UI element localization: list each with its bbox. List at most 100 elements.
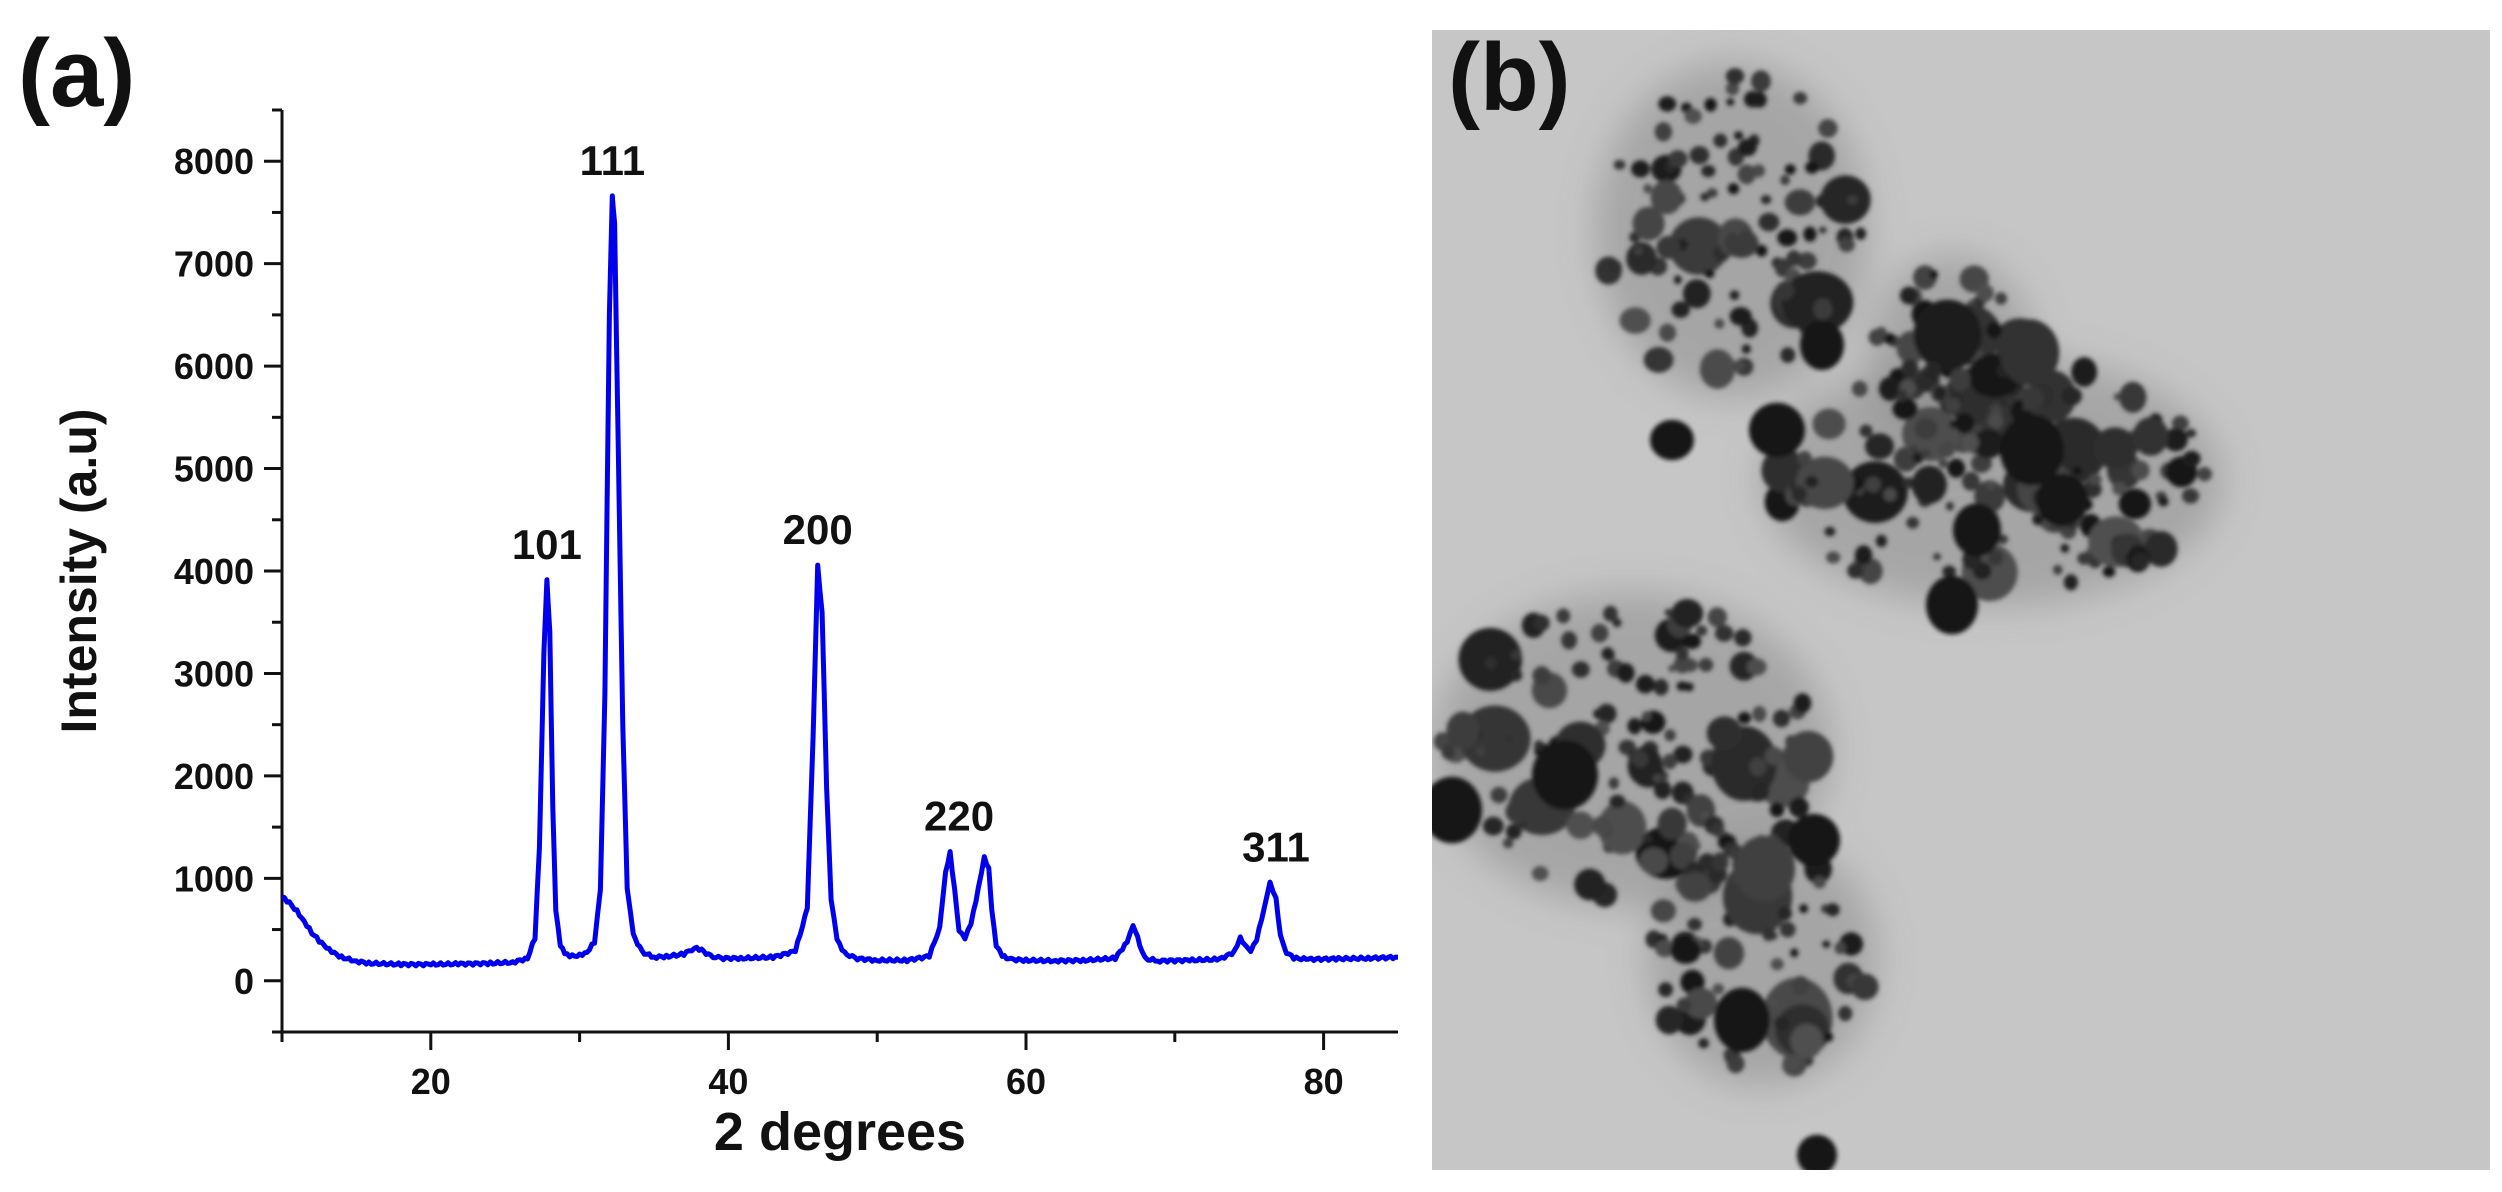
nanoparticle (2000, 414, 2064, 486)
nanoparticle (1913, 299, 1982, 371)
nanoparticle (1768, 999, 1779, 1008)
nanoparticle (1556, 608, 1571, 624)
nanoparticle (1671, 599, 1704, 628)
y-tick-label: 4000 (174, 551, 254, 592)
nanoparticle (1764, 746, 1784, 766)
nanoparticle (1911, 465, 1947, 504)
nanoparticle (1684, 108, 1702, 124)
nanoparticle (1784, 164, 1796, 175)
nanoparticle (1682, 633, 1702, 649)
nanoparticle (1566, 811, 1595, 840)
nanoparticle (1790, 948, 1799, 958)
nanoparticle (1673, 275, 1682, 285)
nanoparticle (2182, 450, 2201, 467)
nanoparticle (1791, 975, 1810, 995)
nanoparticle (1598, 801, 1647, 855)
nanoparticle (1783, 730, 1834, 783)
nanoparticle (1655, 1005, 1683, 1035)
nanoparticle (1751, 782, 1770, 801)
nanoparticle (1734, 835, 1795, 902)
nanoparticle (1926, 575, 1978, 635)
nanoparticle (1795, 456, 1854, 509)
nanoparticle (1633, 246, 1643, 255)
nanoparticle (1838, 237, 1855, 253)
nanoparticle (1777, 229, 1798, 247)
nanoparticle (1793, 91, 1808, 105)
nanoparticle (1714, 318, 1725, 329)
y-tick-label: 6000 (174, 346, 254, 387)
nanoparticle (1656, 235, 1681, 260)
nanoparticle (1704, 269, 1715, 279)
xrd-chart: 0 1000 2000 3000 4000 5000 6000 7000 8000 20 40 60 8… (51, 108, 1399, 1162)
nanoparticle (1650, 899, 1676, 923)
y-tick-label: 3000 (174, 653, 254, 694)
nanoparticle (2119, 381, 2147, 413)
nanoparticle (1643, 346, 1674, 373)
nanoparticle (1668, 664, 1677, 673)
nanoparticle (1657, 807, 1687, 840)
nanoparticle (1804, 475, 1819, 488)
nanoparticle (1954, 412, 1975, 434)
nanoparticle (1770, 958, 1784, 971)
nanoparticle (1762, 927, 1776, 941)
nanoparticle (1749, 757, 1767, 776)
nanoparticle (1601, 647, 1614, 661)
nanoparticle (1949, 368, 1971, 391)
nanoparticle (1687, 917, 1702, 931)
nanoparticle (1662, 753, 1678, 770)
nanoparticle (1875, 534, 1887, 548)
nanoparticle (1613, 159, 1626, 170)
nanoparticle (1920, 448, 1931, 458)
nanoparticle (1923, 361, 1942, 380)
nanoparticle (1876, 326, 1887, 340)
x-tick-label: 60 (1006, 1061, 1046, 1102)
nanoparticle (1793, 693, 1812, 713)
nanoparticle (1859, 424, 1873, 438)
y-axis-title: Intensity (a.u) (51, 408, 107, 733)
nanoparticle (1714, 625, 1734, 642)
nanoparticle (1574, 868, 1606, 901)
peak-label-111: 111 (580, 137, 645, 184)
nanoparticle (1805, 161, 1819, 174)
nanoparticle (1701, 165, 1716, 178)
nanoparticle (1432, 776, 1482, 844)
nanoparticle (1953, 503, 2001, 557)
nanoparticle (1914, 417, 1938, 440)
nanoparticle (1851, 973, 1879, 1001)
nanoparticle (2093, 427, 2138, 469)
nanoparticle (1751, 70, 1771, 93)
nanoparticle (1490, 786, 1508, 804)
nanoparticle (2132, 417, 2169, 456)
nanoparticle (1865, 476, 1882, 493)
nanoparticle (1788, 797, 1809, 818)
nanoparticle (1678, 872, 1712, 902)
nanoparticle (1655, 939, 1675, 958)
nanoparticle (1724, 229, 1759, 258)
nanoparticle (1696, 625, 1708, 637)
nanoparticle (1726, 98, 1735, 106)
nanoparticle (1737, 164, 1756, 185)
nanoparticle (1532, 666, 1551, 686)
tem-micrograph (1432, 30, 2490, 1170)
nanoparticle (1713, 133, 1728, 148)
nanoparticle (1441, 744, 1455, 760)
y-tick-label: 7000 (174, 244, 254, 285)
nanoparticle (1641, 711, 1652, 722)
nanoparticle (1612, 618, 1622, 628)
nanoparticle (1632, 206, 1665, 241)
tem-image (1432, 30, 2490, 1170)
nanoparticle (1746, 658, 1767, 676)
nanoparticle (1772, 709, 1791, 728)
y-tick-label: 5000 (174, 449, 254, 490)
nanoparticle (1741, 344, 1751, 354)
nanoparticle (1482, 816, 1504, 836)
nanoparticle (1971, 453, 1992, 473)
nanoparticle (1987, 549, 2004, 566)
nanoparticle (1788, 813, 1840, 867)
nanoparticle (2071, 357, 2098, 387)
nanoparticle (1909, 444, 1919, 454)
nanoparticle (1834, 941, 1847, 955)
nanoparticle (1838, 1005, 1853, 1022)
nanoparticle (1777, 906, 1792, 921)
